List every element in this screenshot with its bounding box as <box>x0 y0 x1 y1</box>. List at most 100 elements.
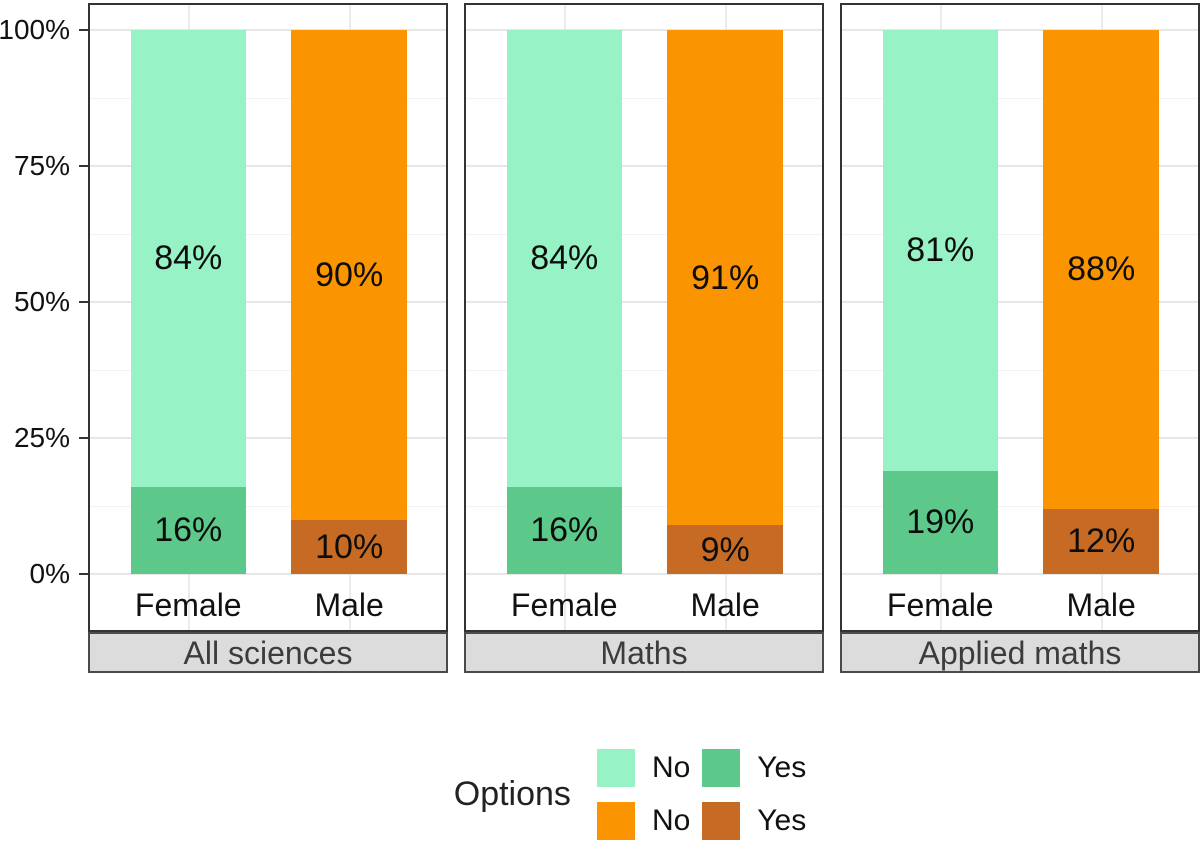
gridline-major <box>90 301 446 303</box>
bar-segment-value-label: 91% <box>691 258 760 297</box>
legend-key-label: Yes <box>757 804 807 837</box>
legend-swatch-female_no <box>596 749 635 787</box>
gridline-major <box>90 437 446 439</box>
bar-segment-value-label: 12% <box>1067 522 1136 561</box>
y-axis-tick-label: 25% <box>13 422 70 453</box>
gridline-major <box>842 165 1198 167</box>
x-axis-label-male: Male <box>314 586 384 623</box>
legend-key-female_yes: Yes <box>702 749 806 787</box>
y-axis-tick-mark <box>79 437 88 439</box>
bar-segment-yes: 9% <box>667 525 783 574</box>
legend-key-male_yes: Yes <box>702 802 806 840</box>
bar-segment-value-label: 81% <box>906 231 975 270</box>
stacked-bar-female: 84% 16% <box>506 30 622 574</box>
legend-key-label: No <box>651 804 691 837</box>
legend-key-female_no: No <box>596 749 691 787</box>
legend-key-label: No <box>651 751 691 784</box>
facet-strip-label: All sciences <box>183 634 353 671</box>
gridline-minor <box>90 233 446 235</box>
bar-segment-no: 91% <box>667 30 783 526</box>
panel: 81% 19% Female 88% 12% Male <box>840 3 1200 632</box>
bar-segment-value-label: 19% <box>906 503 975 542</box>
facet: 81% 19% Female 88% 12% Male Applied maths <box>840 3 1200 673</box>
gridline-major <box>466 573 822 575</box>
facet-strip: All sciences <box>88 632 448 673</box>
gridline-minor <box>466 233 822 235</box>
stacked-bar-female: 84% 16% <box>130 30 246 574</box>
plot-row: 0% 25% 50% 75% 100% 84% 16% Female 90% 10% Male Al… <box>0 3 1200 673</box>
legend-key-male_no: No <box>596 802 691 840</box>
x-axis-label-female: Female <box>886 586 994 623</box>
bar-segment-value-label: 16% <box>530 511 599 550</box>
panel: 84% 16% Female 90% 10% Male <box>88 3 448 632</box>
gridline-major <box>466 301 822 303</box>
x-axis-label-female: Female <box>134 586 242 623</box>
bar-segment-yes: 16% <box>506 486 622 574</box>
gridline-minor <box>842 369 1198 371</box>
bar-segment-value-label: 16% <box>154 511 223 550</box>
bar-segment-no: 84% <box>506 30 622 487</box>
x-axis-label-female: Female <box>510 586 618 623</box>
legend-swatch-male_yes <box>702 802 741 840</box>
gridline-major <box>842 301 1198 303</box>
legend-title: Options <box>453 775 571 813</box>
bar-segment-yes: 16% <box>130 486 246 574</box>
gridline-minor <box>466 369 822 371</box>
legend-swatch-female_yes <box>702 749 741 787</box>
facet: 84% 16% Female 91% 9% Male Maths <box>464 3 824 673</box>
stacked-bar-male: 90% 10% <box>291 30 407 574</box>
y-axis-tick-label: 0% <box>29 558 70 589</box>
y-axis-tick-mark <box>79 165 88 167</box>
bar-segment-yes: 10% <box>291 519 407 574</box>
bar-segment-value-label: 9% <box>700 530 750 569</box>
legend-grid: No Yes No Yes <box>596 749 806 840</box>
gridline-minor <box>466 505 822 507</box>
bar-segment-value-label: 84% <box>530 239 599 278</box>
gridline-major <box>842 29 1198 31</box>
gridline-major <box>90 165 446 167</box>
y-axis-tick-label: 75% <box>13 150 70 181</box>
bar-segment-value-label: 90% <box>315 255 384 294</box>
stacked-bar-male: 91% 9% <box>667 30 783 574</box>
legend-swatch-male_no <box>596 802 635 840</box>
y-axis: 0% 25% 50% 75% 100% <box>0 3 88 673</box>
bar-segment-yes: 12% <box>1043 508 1159 574</box>
gridline-minor <box>90 369 446 371</box>
facet: 84% 16% Female 90% 10% Male All sciences <box>88 3 448 673</box>
bar-segment-value-label: 10% <box>315 527 384 566</box>
bar-segment-no: 81% <box>882 30 998 471</box>
x-axis-label-male: Male <box>1066 586 1136 623</box>
bar-segment-yes: 19% <box>882 470 998 574</box>
facet-panels: 84% 16% Female 90% 10% Male All sciences 84% 16%… <box>88 3 1200 673</box>
gridline-minor <box>466 97 822 99</box>
y-axis-tick-mark <box>79 29 88 31</box>
bar-segment-value-label: 88% <box>1067 250 1136 289</box>
panel: 84% 16% Female 91% 9% Male <box>464 3 824 632</box>
gridline-minor <box>90 505 446 507</box>
gridline-minor <box>90 97 446 99</box>
x-axis-label-male: Male <box>690 586 760 623</box>
gridline-minor <box>842 505 1198 507</box>
facet-strip-label: Applied maths <box>918 634 1122 671</box>
gridline-major <box>842 573 1198 575</box>
legend: Options No Yes No Yes <box>30 749 1200 840</box>
gridline-major <box>90 29 446 31</box>
y-axis-tick-label: 50% <box>13 286 70 317</box>
bar-segment-no: 84% <box>130 30 246 487</box>
gridline-major <box>466 437 822 439</box>
legend-key-label: Yes <box>757 751 807 784</box>
gridline-minor <box>842 97 1198 99</box>
y-axis-tick-mark <box>79 573 88 575</box>
gridline-major <box>466 165 822 167</box>
y-axis-tick-mark <box>79 301 88 303</box>
stacked-bar-female: 81% 19% <box>882 30 998 574</box>
stacked-bar-male: 88% 12% <box>1043 30 1159 574</box>
facet-strip: Applied maths <box>840 632 1200 673</box>
gridline-major <box>90 573 446 575</box>
gridline-minor <box>842 233 1198 235</box>
facet-strip-label: Maths <box>600 634 688 671</box>
y-axis-tick-label: 100% <box>0 14 70 45</box>
bar-segment-value-label: 84% <box>154 239 223 278</box>
bar-segment-no: 90% <box>291 30 407 520</box>
